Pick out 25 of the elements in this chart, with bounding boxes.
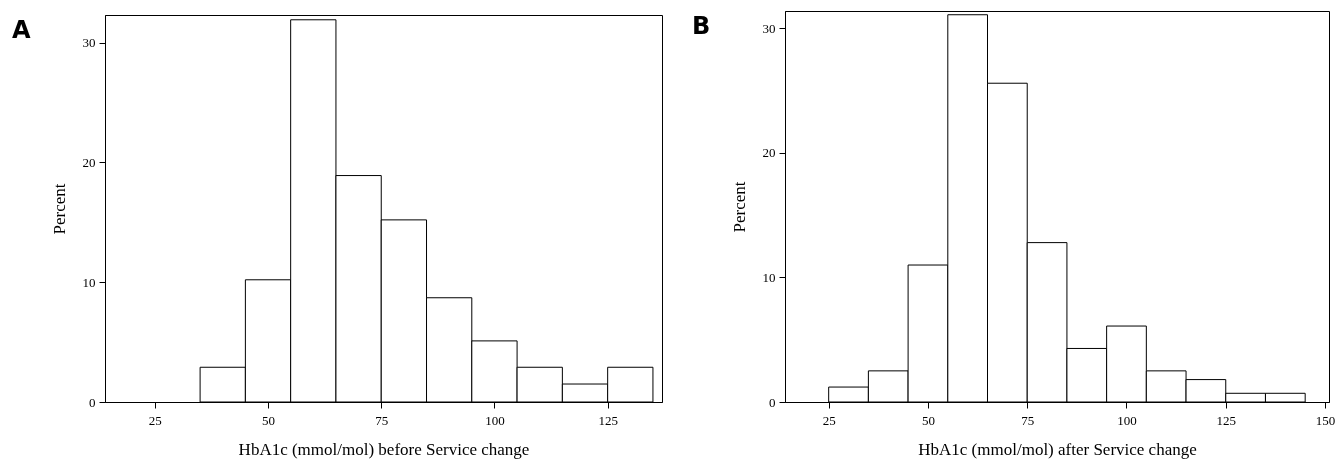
x-axis-title: HbA1c (mmol/mol) after Service change bbox=[918, 439, 1197, 459]
x-tick-label: 125 bbox=[1216, 412, 1237, 428]
chart-title: B bbox=[692, 12, 711, 40]
y-tick-label: 20 bbox=[762, 145, 776, 161]
y-tick-label: 10 bbox=[762, 269, 776, 285]
chart-title: A bbox=[12, 16, 31, 44]
y-tick-label: 10 bbox=[82, 274, 96, 290]
y-tick-label: 0 bbox=[769, 394, 776, 410]
x-axis-title: HbA1c (mmol/mol) before Service change bbox=[238, 439, 530, 459]
x-tick-label: 50 bbox=[921, 412, 935, 428]
y-axis-title: Percent bbox=[49, 183, 69, 235]
x-tick-label: 125 bbox=[598, 412, 618, 428]
x-tick-label: 25 bbox=[148, 412, 162, 428]
y-tick-label: 0 bbox=[89, 394, 96, 410]
x-tick-label: 25 bbox=[822, 412, 836, 428]
x-tick-label: 100 bbox=[485, 412, 505, 428]
y-axis-title: Percent bbox=[729, 181, 749, 233]
x-tick-label: 150 bbox=[1315, 412, 1336, 428]
x-tick-label: 75 bbox=[375, 412, 389, 428]
y-tick-label: 20 bbox=[82, 154, 96, 170]
x-tick-label: 100 bbox=[1117, 412, 1137, 428]
y-tick-label: 30 bbox=[82, 35, 96, 51]
x-tick-label: 75 bbox=[1021, 412, 1035, 428]
y-tick-label: 30 bbox=[762, 20, 776, 36]
x-tick-label: 50 bbox=[262, 412, 276, 428]
